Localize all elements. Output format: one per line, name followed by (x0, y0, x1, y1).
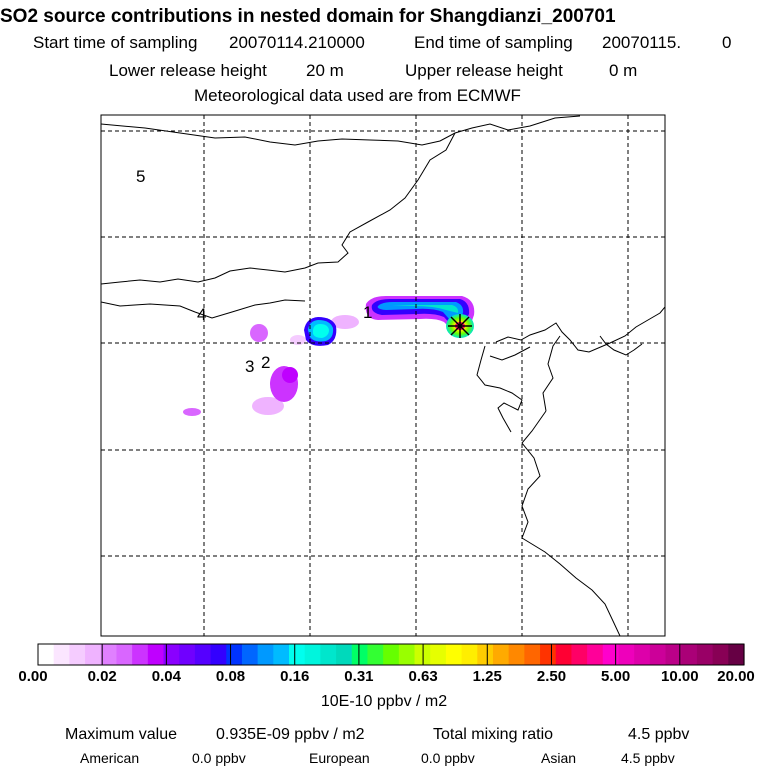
colorbar-swatch (38, 644, 55, 665)
colorbar-swatch (398, 644, 416, 665)
european-value: 0.0 ppbv (421, 750, 475, 766)
colorbar-swatch (602, 644, 620, 665)
end-time-value: 20070115. (602, 33, 682, 52)
colorbar-swatch (618, 644, 635, 665)
colorbar-tick-label: 0.63 (408, 668, 438, 685)
max-value-label: Maximum value (65, 726, 178, 743)
colorbar-swatch (53, 644, 70, 665)
asian-value: 4.5 ppbv (621, 750, 675, 766)
colorbar-swatch (194, 644, 212, 665)
colorbar (38, 644, 745, 665)
colorbar-swatch (524, 644, 541, 665)
colorbar-swatch (461, 644, 478, 665)
colorbar-swatch (226, 644, 243, 665)
colorbar-swatch (634, 644, 651, 665)
colorbar-swatch (367, 644, 384, 665)
colorbar-swatch (712, 644, 729, 665)
colorbar-swatch (257, 644, 274, 665)
colorbar-tick-label: 0.02 (87, 668, 117, 685)
colorbar-swatch (320, 644, 337, 665)
end-time-label: End time of sampling (414, 33, 573, 52)
colorbar-swatch (696, 644, 714, 665)
colorbar-swatch (273, 644, 290, 665)
colorbar-swatch (132, 644, 149, 665)
colorbar-tick-label: 0.04 (151, 668, 181, 685)
colorbar-tick-label: 0.31 (344, 668, 374, 685)
source-star-icon (448, 314, 472, 338)
colorbar-swatch (100, 644, 118, 665)
colorbar-swatch (728, 644, 745, 665)
plume-core (304, 296, 475, 346)
colorbar-swatch (665, 644, 682, 665)
american-label: American (80, 750, 140, 766)
map-frame (100, 114, 666, 637)
colorbar-swatch (351, 644, 369, 665)
colorbar-swatch (649, 644, 667, 665)
colorbar-swatch (69, 644, 86, 665)
upper-release-value: 0 m (609, 61, 638, 80)
asian-label: Asian (541, 750, 577, 766)
colorbar-unit-label: 10E-10 ppbv / m2 (320, 693, 448, 710)
colorbar-swatch (540, 644, 557, 665)
colorbar-swatch (289, 644, 306, 665)
colorbar-frame (37, 643, 745, 666)
station-marker-3: 3 (245, 357, 254, 376)
upper-release-label: Upper release height (405, 61, 563, 80)
colorbar-swatch (508, 644, 525, 665)
colorbar-swatch (681, 644, 698, 665)
colorbar-swatch (179, 644, 196, 665)
total-mixing-value: 4.5 ppbv (628, 726, 690, 743)
coastline-borders (101, 115, 665, 636)
station-marker-5: 5 (136, 167, 145, 186)
colorbar-tick-label: 1.25 (472, 668, 502, 685)
colorbar-swatch (587, 644, 604, 665)
colorbar-swatch (147, 644, 165, 665)
plume-faint-west (183, 315, 359, 416)
colorbar-swatch (304, 644, 321, 665)
end-time-hour: 0 (722, 33, 732, 52)
colorbar-swatch (445, 644, 463, 665)
colorbar-swatch (85, 644, 102, 665)
colorbar-swatch (430, 644, 447, 665)
colorbar-tick-label: 2.50 (536, 668, 567, 685)
colorbar-swatch (241, 644, 259, 665)
colorbar-swatch (336, 644, 353, 665)
met-data-note: Meteorological data used are from ECMWF (194, 86, 521, 105)
plot-title: SO2 source contributions in nested domai… (0, 6, 616, 27)
colorbar-swatch (383, 644, 400, 665)
colorbar-swatch (163, 644, 180, 665)
total-mixing-label: Total mixing ratio (433, 726, 554, 743)
colorbar-swatch (477, 644, 494, 665)
colorbar-swatch (555, 644, 573, 665)
european-label: European (309, 750, 370, 766)
american-value: 0.0 ppbv (192, 750, 246, 766)
colorbar-swatch (492, 644, 510, 665)
colorbar-tick-label: 20.00 (717, 668, 755, 685)
colorbar-tick-label: 5.00 (601, 668, 631, 685)
lower-release-value: 20 m (306, 61, 344, 80)
colorbar-tick-label: 0.16 (280, 668, 310, 685)
max-value: 0.935E-09 ppbv / m2 (216, 726, 365, 743)
colorbar-swatch (116, 644, 133, 665)
start-time-label: Start time of sampling (33, 33, 198, 52)
colorbar-tick-label: 0.00 (18, 668, 48, 685)
start-time-value: 20070114.210000 (229, 33, 365, 52)
colorbar-tick-label: 10.00 (661, 668, 699, 685)
station-marker-4: 4 (197, 305, 206, 324)
station-marker-2: 2 (261, 353, 270, 372)
station-marker-1: 1 (363, 303, 372, 322)
colorbar-swatch (210, 644, 227, 665)
colorbar-tick-label: 0.08 (215, 668, 246, 685)
lower-release-label: Lower release height (109, 61, 267, 80)
colorbar-swatch (571, 644, 588, 665)
graticule (101, 115, 665, 636)
